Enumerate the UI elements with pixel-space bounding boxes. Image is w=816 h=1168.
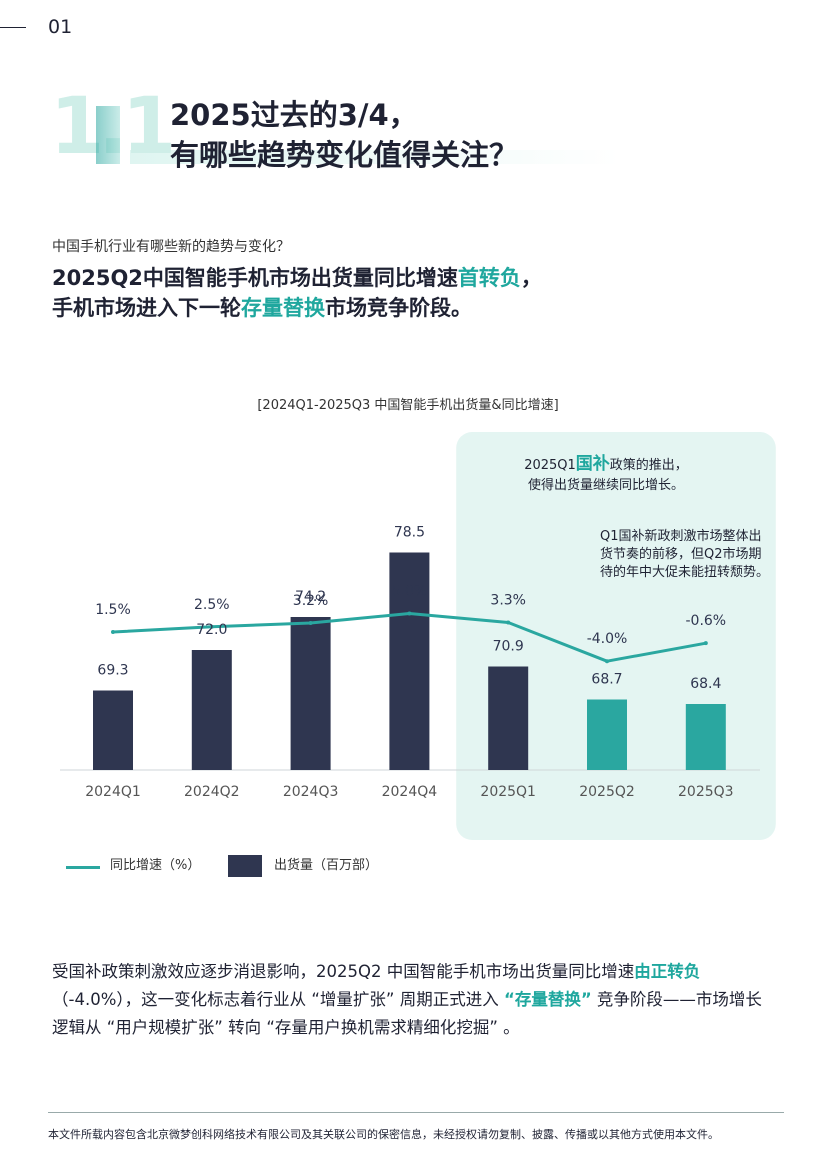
growth-point-2025Q3 [703, 641, 708, 646]
annotation-subsidy-rest: 政策的推出， [609, 458, 688, 473]
body-highlight-2: “存量替换” [503, 990, 592, 1009]
bar-label-2025Q3: 68.4 [690, 676, 721, 692]
bar-label-2024Q2: 72.0 [196, 622, 227, 638]
x-tick-2024Q4: 2024Q4 [382, 784, 438, 800]
growth-point-2024Q1 [111, 630, 115, 635]
question-text: 中国手机行业有哪些新的趋势与变化？ [52, 239, 290, 255]
headline-line1-highlight: 首转负 [457, 266, 521, 290]
bar-label-2024Q3: 74.2 [295, 589, 326, 605]
growth-point-2024Q3 [308, 621, 313, 626]
bar-2024Q4 [389, 552, 430, 770]
headline-line2-text: 手机市场进入下一轮 [52, 296, 241, 320]
bar-label-2024Q1: 69.3 [97, 663, 128, 679]
section-number-shade [96, 106, 120, 164]
headline-line1-tail: ， [520, 266, 542, 290]
annotation-subsidy: 2025Q1国补政策的推出， 使得出货量继续同比增长。 [506, 454, 706, 496]
bar-label-2025Q1: 70.9 [493, 639, 524, 655]
section-title-line1: 2025过去的3/4， [170, 98, 418, 132]
annotation-subsidy-keyword: 国补 [575, 454, 610, 474]
x-tick-2024Q1: 2024Q1 [85, 784, 141, 800]
bar-layer [60, 552, 760, 771]
legend-bar-swatch [228, 855, 262, 877]
footer-rule [48, 1112, 784, 1113]
body-highlight-1: 由正转负 [634, 962, 701, 981]
bar-2025Q1 [488, 666, 529, 770]
growth-label-2025Q3: -0.6% [685, 613, 726, 629]
x-tick-2025Q2: 2025Q2 [579, 784, 635, 800]
bar-2025Q3 [685, 704, 726, 770]
page-number: 01 [48, 16, 73, 38]
x-tick-2025Q1: 2025Q1 [480, 784, 536, 800]
x-tick-2024Q3: 2024Q3 [283, 784, 339, 800]
growth-point-2025Q2 [605, 659, 609, 664]
growth-point-2024Q4 [407, 611, 412, 616]
growth-label-2024Q4: 5.0% [392, 584, 428, 600]
footer-disclaimer: 本文件所载内容包含北京微梦创科网络技术有限公司及其关联公司的保密信息，未经授权请… [48, 1128, 719, 1141]
annotation-subsidy-line2: 使得出货量继续同比增长。 [527, 478, 684, 493]
x-tick-2024Q2: 2024Q2 [184, 784, 240, 800]
growth-line-layer [111, 611, 708, 664]
headline-line1-text: 2025Q2中国智能手机市场出货量同比增速 [52, 266, 458, 290]
title-underline-bar [130, 150, 620, 164]
growth-label-2024Q1: 1.5% [95, 602, 131, 618]
body-text-3: 竞争阶段——市场增长逻辑从 “用户规模扩张” 转向 “存量用户换机需求精细化挖掘… [52, 990, 762, 1037]
legend-bar-label: 出货量（百万部） [274, 858, 379, 873]
growth-point-2024Q2 [209, 624, 214, 629]
annotation-subsidy-prefix: 2025Q1 [524, 458, 576, 473]
body-paragraph: 受国补政策刺激效应逐步消退影响，2025Q2 中国智能手机市场出货量同比增速由正… [52, 958, 772, 1042]
bar-label-2025Q2: 68.7 [591, 672, 622, 688]
bar-2024Q1 [93, 690, 133, 770]
bar-2024Q3 [290, 617, 331, 770]
headline-line2: 手机市场进入下一轮存量替换市场竞争阶段。 [52, 292, 472, 322]
section-title-line2: 有哪些趋势变化值得关注？ [170, 138, 519, 172]
headline-line2-tail: 市场竞争阶段。 [325, 296, 472, 320]
headline-line2-highlight: 存量替换 [241, 296, 325, 320]
headline-line1: 2025Q2中国智能手机市场出货量同比增速首转负， [52, 262, 542, 292]
body-text-1: 受国补政策刺激效应逐步消退影响，2025Q2 中国智能手机市场出货量同比增速 [52, 962, 635, 981]
growth-label-2025Q2: -4.0% [587, 631, 628, 647]
growth-label-2024Q2: 2.5% [194, 597, 230, 613]
legend-line-swatch [66, 866, 100, 869]
body-text-2: （-4.0%），这一变化标志着行业从 “增量扩张” 周期正式进入 [52, 990, 504, 1009]
growth-point-2025Q1 [506, 620, 511, 625]
bar-label-2024Q4: 78.5 [394, 525, 425, 541]
chart-title: [2024Q1-2025Q3 中国智能手机出货量&同比增速] [257, 398, 559, 413]
bar-2024Q2 [191, 650, 232, 770]
annotation-q2: Q1国补新政刺激市场整体出货节奏的前移，但Q2市场期待的年中大促未能扭转颓势。 [600, 529, 770, 580]
label-layer: 69.3 2024Q1 1.5% 72.0 2024Q2 2.5% 74.2 2024Q3 3.… [85, 525, 733, 801]
legend-line-label: 同比增速（%） [110, 858, 201, 873]
x-tick-2025Q3: 2025Q3 [678, 784, 734, 800]
bar-2025Q2 [587, 699, 627, 770]
growth-label-2025Q1: 3.3% [490, 593, 526, 609]
growth-label-2024Q3: 3.2% [293, 593, 329, 609]
corner-rule [0, 27, 26, 28]
